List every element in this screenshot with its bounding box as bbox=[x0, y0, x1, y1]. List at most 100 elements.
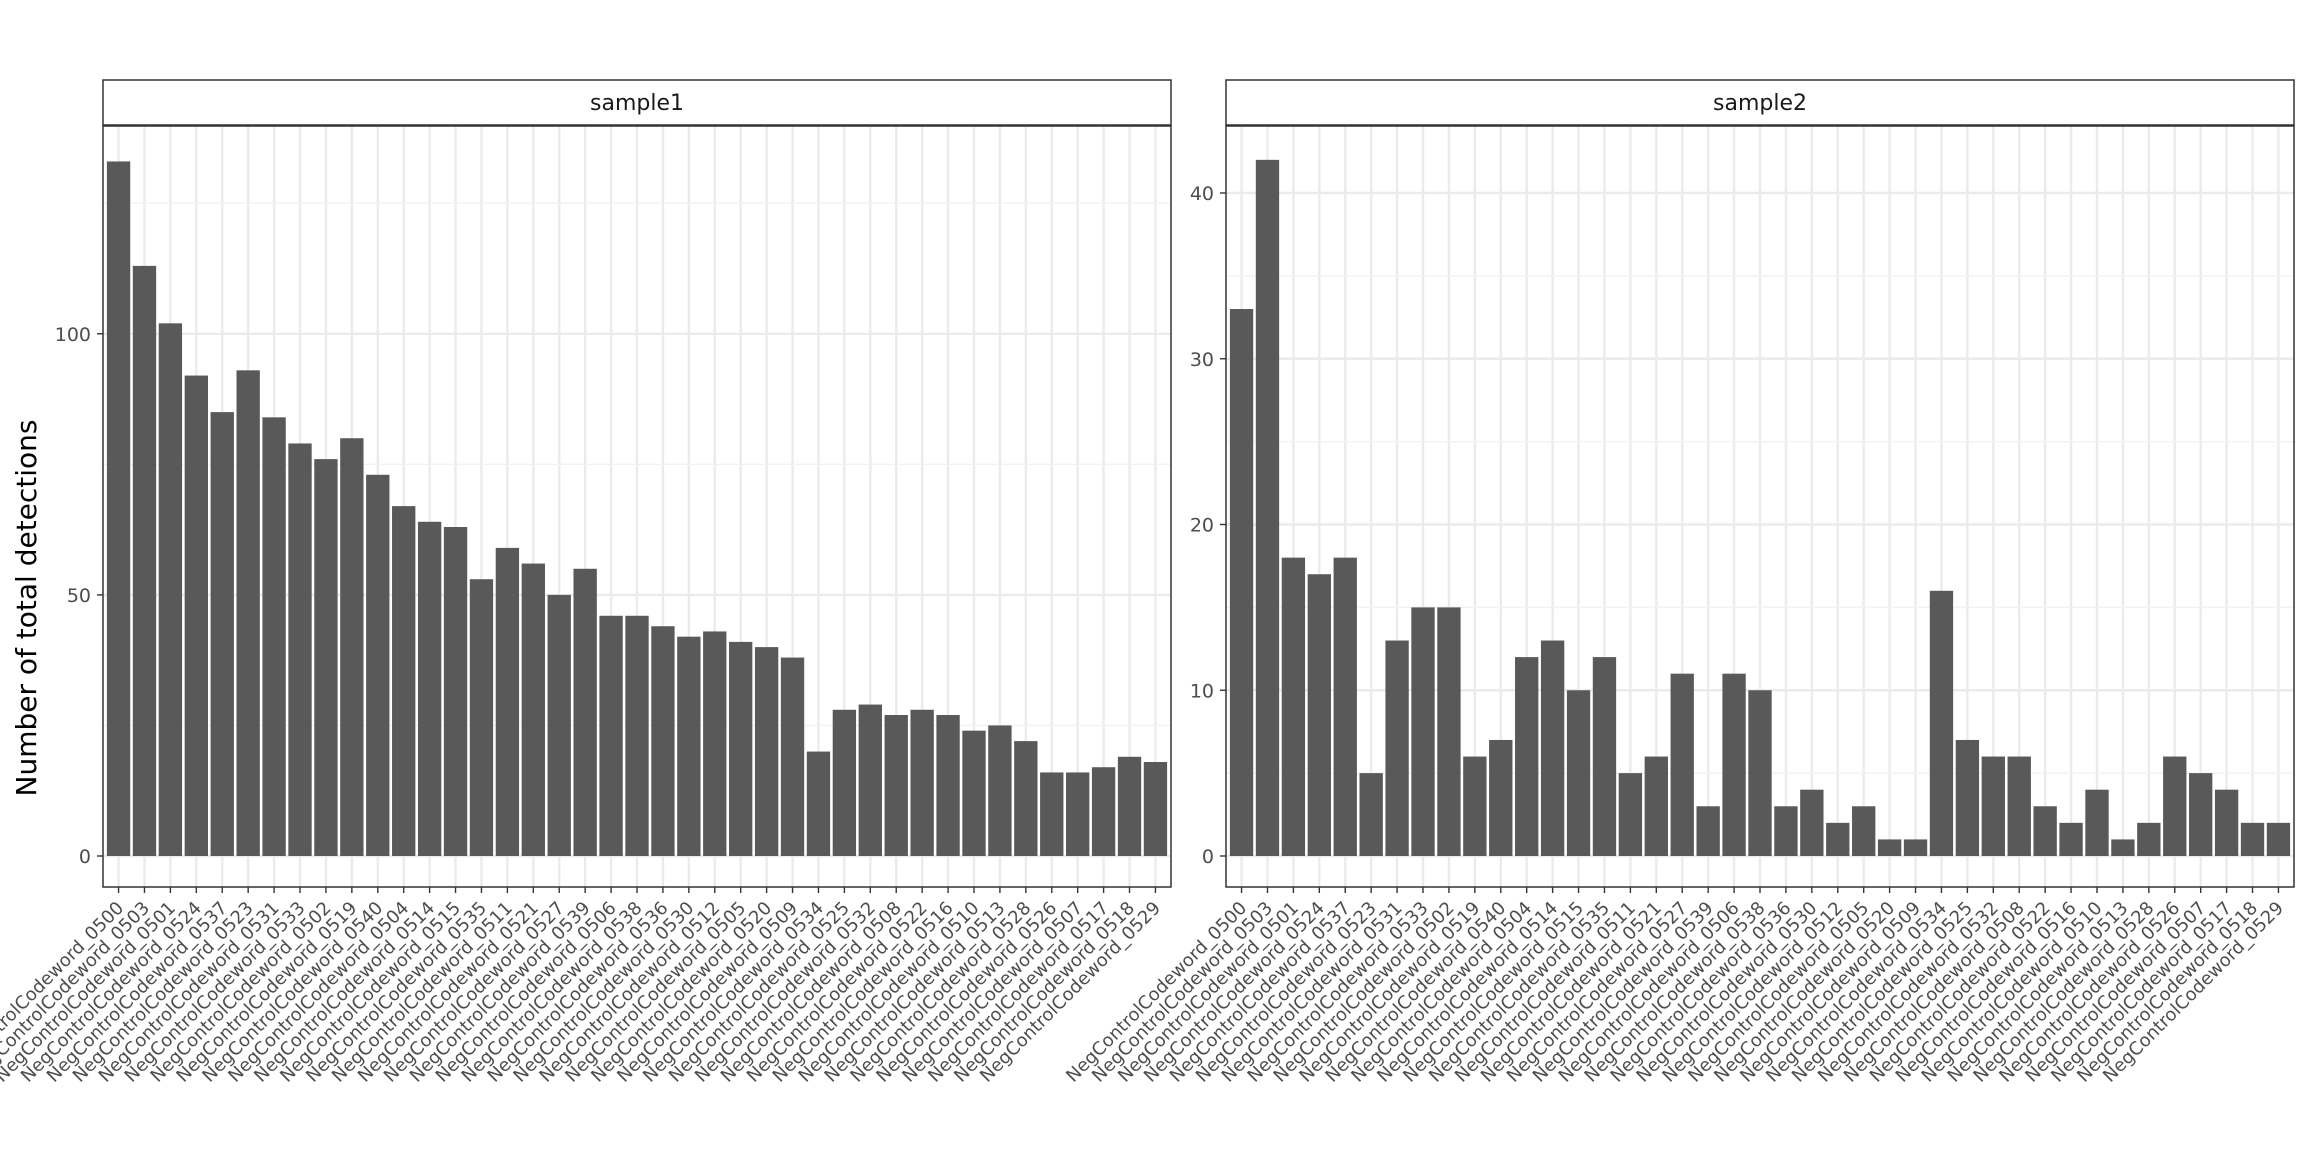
bar bbox=[2033, 806, 2057, 856]
facet-strip bbox=[1225, 79, 2295, 126]
bar bbox=[703, 631, 727, 856]
bar bbox=[1981, 756, 2005, 856]
bar bbox=[832, 709, 857, 856]
bar bbox=[366, 474, 390, 856]
bar bbox=[858, 704, 882, 856]
y-tick-label: 50 bbox=[67, 585, 91, 607]
bar bbox=[1696, 806, 1720, 856]
bar bbox=[2214, 789, 2239, 856]
bar bbox=[236, 370, 260, 856]
bar bbox=[1852, 806, 1876, 856]
bar bbox=[1748, 690, 1772, 856]
facet-title: sample2 bbox=[1713, 91, 1807, 116]
bar bbox=[2189, 773, 2213, 856]
bar bbox=[1091, 767, 1116, 856]
bar bbox=[106, 161, 131, 857]
bar bbox=[1515, 657, 1539, 856]
panel-sample1: sample1 0 50 100 NegControlCodeword_0500Ne… bbox=[0, 79, 1172, 1087]
y-tick-label: 10 bbox=[1190, 680, 1214, 702]
bar bbox=[884, 715, 908, 856]
y-tick-label: 0 bbox=[79, 846, 91, 868]
bar bbox=[2059, 822, 2083, 856]
bar bbox=[1774, 806, 1798, 856]
y-tick-label: 100 bbox=[55, 324, 91, 346]
bar bbox=[1333, 557, 1357, 856]
bar bbox=[2085, 789, 2109, 856]
bar bbox=[1618, 773, 1643, 856]
y-axis-ticks: 0 10 20 30 40 bbox=[1190, 183, 1226, 868]
bar bbox=[1463, 756, 1487, 856]
bar bbox=[1877, 839, 1902, 856]
bar bbox=[1281, 557, 1306, 856]
y-tick-label: 20 bbox=[1190, 515, 1214, 537]
bar bbox=[573, 568, 597, 856]
bar bbox=[288, 443, 312, 856]
bar bbox=[1040, 772, 1064, 856]
bar bbox=[806, 751, 831, 856]
bar bbox=[677, 636, 701, 856]
bar bbox=[521, 563, 545, 856]
x-axis-ticks: NegControlCodeword_0500NegControlCodewor… bbox=[1062, 887, 2288, 1087]
y-tick-label: 30 bbox=[1190, 349, 1214, 371]
y-axis-label: Number of total detections bbox=[10, 419, 43, 796]
bar bbox=[1385, 640, 1409, 856]
bar bbox=[1229, 309, 1254, 856]
bar bbox=[754, 647, 779, 856]
bar bbox=[2266, 822, 2291, 856]
bar bbox=[1489, 739, 1513, 856]
bar bbox=[469, 579, 494, 856]
bar bbox=[158, 323, 183, 857]
bar bbox=[1540, 640, 1565, 856]
bar bbox=[340, 438, 364, 856]
bar bbox=[262, 417, 286, 856]
bars bbox=[1229, 159, 2291, 857]
y-tick-label: 40 bbox=[1190, 183, 1214, 205]
bar bbox=[2240, 822, 2265, 856]
bar bbox=[1411, 607, 1435, 856]
bar bbox=[2163, 756, 2187, 856]
panel-sample2: sample2 0 10 20 30 40 NegControlCodeword_050… bbox=[1062, 79, 2295, 1087]
y-tick-label: 0 bbox=[1202, 846, 1214, 868]
bar bbox=[625, 615, 649, 856]
bar bbox=[1117, 756, 1142, 856]
bar bbox=[599, 615, 623, 856]
bar bbox=[2007, 756, 2031, 856]
y-axis-ticks: 0 50 100 bbox=[55, 324, 103, 868]
bar bbox=[1722, 673, 1746, 856]
bar bbox=[1307, 574, 1331, 856]
bar bbox=[2137, 822, 2161, 856]
bar bbox=[392, 506, 416, 856]
bar bbox=[1670, 673, 1694, 856]
bar bbox=[210, 412, 234, 856]
bar bbox=[1014, 741, 1038, 856]
bars bbox=[106, 161, 1168, 857]
bar bbox=[988, 725, 1012, 856]
bar bbox=[1644, 756, 1668, 856]
bar bbox=[443, 527, 468, 856]
bar bbox=[910, 709, 934, 856]
bar bbox=[1826, 822, 1850, 856]
bar bbox=[1566, 690, 1591, 856]
bar bbox=[314, 459, 338, 856]
bar bbox=[1929, 590, 1954, 856]
facet-title: sample1 bbox=[590, 91, 684, 116]
bar bbox=[184, 375, 208, 856]
bar bbox=[1955, 739, 1980, 856]
bar bbox=[1592, 657, 1617, 856]
bar bbox=[729, 641, 753, 856]
bar bbox=[780, 657, 805, 856]
bar bbox=[962, 730, 986, 856]
bar bbox=[1255, 159, 1280, 857]
bar bbox=[417, 521, 442, 856]
bar bbox=[547, 594, 571, 856]
facet-strip bbox=[102, 79, 1172, 126]
bar bbox=[1066, 772, 1090, 856]
bar bbox=[1143, 762, 1168, 856]
bar bbox=[1359, 773, 1383, 856]
bar bbox=[1800, 789, 1824, 856]
bar bbox=[651, 626, 675, 856]
bar bbox=[1437, 607, 1461, 856]
bar bbox=[495, 547, 520, 856]
bar bbox=[936, 715, 960, 856]
